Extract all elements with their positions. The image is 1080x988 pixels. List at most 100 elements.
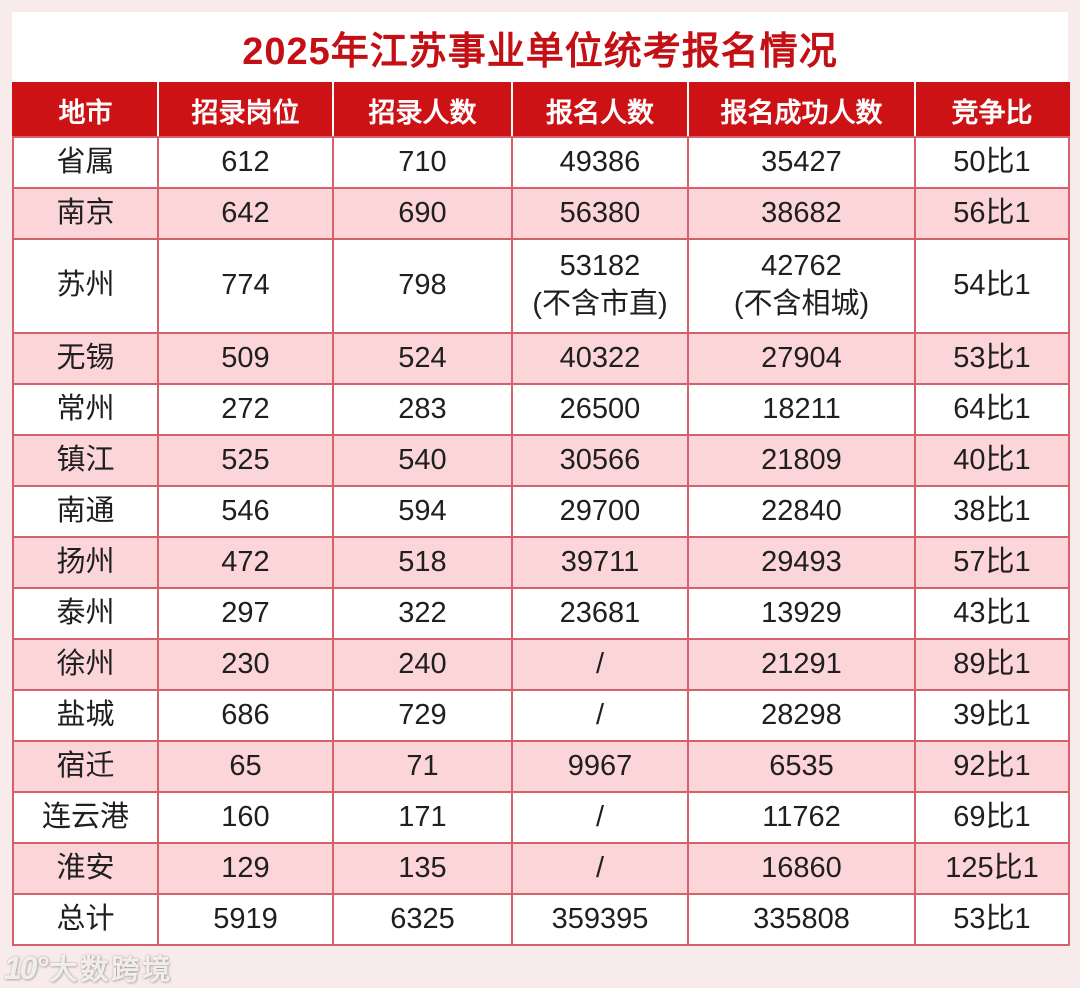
cell-line: 129	[221, 851, 270, 884]
cell-line: 297	[221, 596, 270, 629]
table-row: 镇江 525 540 30566 21809 40比1	[12, 434, 1070, 487]
value-cell: 69比1	[914, 791, 1070, 844]
cell-line: 连云港	[41, 800, 129, 833]
cell-line: 89比1	[953, 647, 1031, 680]
header-cell-2: 招录人数	[332, 82, 513, 138]
value-cell: 710	[332, 136, 513, 189]
value-cell: 125比1	[914, 842, 1070, 895]
value-cell: 38比1	[914, 485, 1070, 538]
value-cell: 129	[157, 842, 334, 895]
value-cell: 53比1	[914, 893, 1070, 946]
header-cell-5: 竞争比	[914, 82, 1070, 138]
value-cell: 54比1	[914, 238, 1070, 334]
value-cell: 39比1	[914, 689, 1070, 742]
value-cell: 524	[332, 332, 513, 385]
report-card: 2025年江苏事业单位统考报名情况 地市 招录岗位 招录人数 报名人数 报名成功人数 竞争…	[12, 12, 1070, 946]
cell-line: 518	[398, 545, 447, 578]
city-cell: 淮安	[12, 842, 159, 895]
city-cell: 南通	[12, 485, 159, 538]
cell-line: 22840	[761, 494, 842, 527]
value-cell: 729	[332, 689, 513, 742]
cell-line: 16860	[761, 851, 842, 884]
cell-line: /	[595, 647, 605, 680]
cell-line: /	[595, 800, 605, 833]
header-cell-1: 招录岗位	[157, 82, 334, 138]
value-cell: 22840	[687, 485, 916, 538]
cell-line: 40322	[559, 341, 641, 374]
value-cell: 798	[332, 238, 513, 334]
cell-line: 240	[398, 647, 447, 680]
cell-line: (不含相城)	[733, 288, 870, 320]
cell-line: 594	[398, 494, 447, 527]
table-row: 淮安 129 135 / 16860 125比1	[12, 842, 1070, 895]
value-cell: 230	[157, 638, 334, 691]
cell-line: 50比1	[953, 145, 1031, 178]
cell-line: 42762	[761, 250, 842, 283]
value-cell: 53182 (不含市直)	[511, 238, 689, 334]
cell-line: 扬州	[56, 545, 115, 578]
city-cell: 连云港	[12, 791, 159, 844]
table-row: 南通 546 594 29700 22840 38比1	[12, 485, 1070, 538]
value-cell: /	[511, 791, 689, 844]
cell-line: 49386	[559, 145, 641, 178]
cell-line: 56比1	[953, 196, 1031, 229]
table-body: 省属 612 710 49386 35427 50比1 南京 642 690 56380 38682…	[12, 136, 1070, 946]
cell-line: 546	[221, 494, 270, 527]
value-cell: 40322	[511, 332, 689, 385]
value-cell: 56比1	[914, 187, 1070, 240]
cell-line: 92比1	[953, 749, 1031, 782]
value-cell: 525	[157, 434, 334, 487]
cell-line: 272	[221, 392, 270, 425]
table-row: 无锡 509 524 40322 27904 53比1	[12, 332, 1070, 385]
value-cell: 322	[332, 587, 513, 640]
value-cell: 686	[157, 689, 334, 742]
header-cell-4: 报名成功人数	[687, 82, 916, 138]
value-cell: 56380	[511, 187, 689, 240]
watermark-logo-icon: 10°	[4, 950, 48, 986]
value-cell: 594	[332, 485, 513, 538]
cell-line: 135	[398, 851, 447, 884]
cell-line: 359395	[551, 902, 649, 935]
cell-line: 6325	[390, 902, 455, 935]
value-cell: 39711	[511, 536, 689, 589]
table-row: 泰州 297 322 23681 13929 43比1	[12, 587, 1070, 640]
cell-line: 39比1	[953, 698, 1031, 731]
cell-line: 21809	[761, 443, 842, 476]
value-cell: 774	[157, 238, 334, 334]
cell-line: /	[595, 851, 605, 884]
cell-line: 53182	[559, 250, 641, 283]
cell-line: 6535	[769, 749, 834, 782]
cell-line: 335808	[753, 902, 850, 935]
cell-line: 29700	[559, 494, 641, 527]
city-cell: 泰州	[12, 587, 159, 640]
value-cell: 5919	[157, 893, 334, 946]
cell-line: 322	[398, 596, 447, 629]
value-cell: 472	[157, 536, 334, 589]
value-cell: 297	[157, 587, 334, 640]
watermark: 10° 大数跨境	[4, 948, 173, 988]
cell-line: 54比1	[953, 269, 1031, 302]
value-cell: 38682	[687, 187, 916, 240]
cell-line: 509	[221, 341, 270, 374]
value-cell: 612	[157, 136, 334, 189]
city-cell: 扬州	[12, 536, 159, 589]
cell-line: 64比1	[953, 392, 1031, 425]
table-row: 省属 612 710 49386 35427 50比1	[12, 136, 1070, 189]
cell-line: 53比1	[953, 341, 1031, 374]
cell-line: 524	[398, 341, 447, 374]
cell-line: 69比1	[953, 800, 1031, 833]
watermark-text: 大数跨境	[49, 954, 174, 985]
cell-line: 612	[221, 145, 270, 178]
cell-line: 35427	[761, 145, 842, 178]
value-cell: 642	[157, 187, 334, 240]
value-cell: 546	[157, 485, 334, 538]
cell-line: (不含市直)	[532, 288, 668, 320]
cell-line: 71	[406, 749, 439, 782]
cell-line: 30566	[559, 443, 641, 476]
cell-line: 65	[229, 749, 262, 782]
cell-line: 171	[398, 800, 447, 833]
value-cell: 518	[332, 536, 513, 589]
cell-line: 宿迁	[56, 749, 115, 782]
value-cell: 359395	[511, 893, 689, 946]
